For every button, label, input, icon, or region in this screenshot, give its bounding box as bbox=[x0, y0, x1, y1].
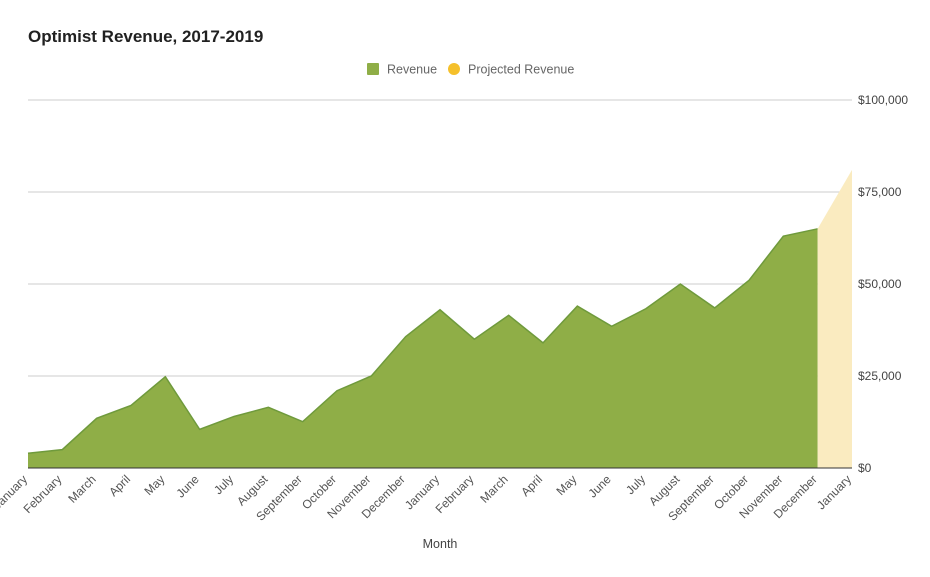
x-tick-label: June bbox=[585, 472, 614, 501]
x-tick-label: February bbox=[21, 472, 65, 516]
legend-swatch-revenue bbox=[367, 63, 379, 75]
legend-item-revenue[interactable]: Revenue bbox=[367, 63, 437, 77]
legend-item-projected-revenue[interactable]: Projected Revenue bbox=[448, 63, 574, 77]
x-tick-label: March bbox=[477, 472, 510, 505]
x-tick-label: May bbox=[554, 472, 580, 498]
x-tick-label: April bbox=[106, 472, 133, 499]
x-tick-label: June bbox=[173, 472, 202, 501]
y-tick-label: $50,000 bbox=[858, 277, 902, 291]
legend-label-revenue: Revenue bbox=[387, 63, 437, 77]
x-tick-label: February bbox=[433, 472, 477, 516]
x-tick-label: July bbox=[211, 472, 236, 497]
x-tick-label: March bbox=[65, 472, 98, 505]
y-tick-label: $75,000 bbox=[858, 185, 902, 199]
x-tick-label: April bbox=[518, 472, 545, 499]
x-tick-label: May bbox=[142, 472, 168, 498]
line-revenue bbox=[27, 228, 818, 455]
chart-title: Optimist Revenue, 2017-2019 bbox=[28, 27, 263, 46]
x-tick-label: January bbox=[814, 472, 854, 512]
y-tick-label: $0 bbox=[858, 461, 872, 475]
y-tick-label: $25,000 bbox=[858, 369, 902, 383]
legend-label-projected-revenue: Projected Revenue bbox=[468, 63, 574, 77]
y-tick-label: $100,000 bbox=[858, 93, 908, 107]
area-revenue bbox=[28, 228, 818, 468]
legend: Revenue Projected Revenue bbox=[367, 63, 574, 77]
area-projected-revenue bbox=[817, 169, 852, 469]
x-tick-label: July bbox=[623, 472, 648, 497]
y-axis-ticks: $0 $25,000 $50,000 $75,000 $100,000 bbox=[858, 93, 908, 475]
legend-swatch-projected-revenue bbox=[448, 63, 460, 75]
plot-area bbox=[27, 169, 852, 469]
x-axis-title: Month bbox=[423, 537, 458, 551]
